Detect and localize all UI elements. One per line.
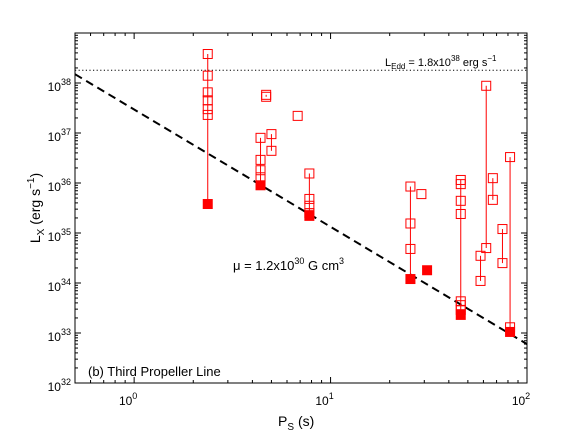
- propeller-line: [74, 73, 528, 345]
- open-square-marker: [255, 165, 266, 176]
- source-group: [292, 110, 303, 121]
- filled-square-marker: [505, 326, 516, 337]
- x-tick-label: 102: [512, 391, 530, 408]
- y-tick-label: 1036: [48, 177, 71, 194]
- open-square-marker: [202, 104, 213, 115]
- open-square-marker: [304, 168, 315, 179]
- eddington-label: LEdd = 1.8x1038 erg s−1: [385, 54, 497, 71]
- y-tick-label: 1033: [48, 327, 71, 344]
- open-square-marker: [255, 132, 266, 143]
- open-square-marker: [497, 258, 508, 269]
- source-group: [497, 224, 508, 269]
- open-square-marker: [202, 109, 213, 120]
- open-square-marker: [455, 195, 466, 206]
- open-square-marker: [261, 91, 272, 102]
- axis-ticks: [74, 32, 528, 384]
- filled-square-marker: [304, 210, 315, 221]
- source-group: [475, 250, 486, 286]
- filled-square-marker: [455, 309, 466, 320]
- source-group: [505, 152, 516, 337]
- open-square-marker: [416, 189, 427, 200]
- open-square-marker: [304, 193, 315, 204]
- source-group: [487, 173, 498, 205]
- y-tick-label: 1032: [48, 377, 71, 394]
- open-square-marker: [481, 80, 492, 91]
- source-group: [202, 49, 213, 210]
- source-group: [416, 189, 427, 200]
- open-square-marker: [304, 200, 315, 211]
- filled-square-marker: [255, 180, 266, 191]
- open-square-marker: [455, 179, 466, 190]
- open-square-marker: [487, 194, 498, 205]
- data-series: [202, 49, 516, 337]
- filled-square-marker: [202, 199, 213, 210]
- filled-square-marker: [405, 274, 416, 285]
- open-square-marker: [266, 129, 277, 140]
- open-square-marker: [405, 243, 416, 254]
- filled-square-marker: [422, 265, 433, 276]
- y-tick-label: 1037: [48, 127, 71, 144]
- axis-tick-labels: 100 101 102 1032 1033 1034 1035 1036 1037 1038: [48, 77, 531, 408]
- x-tick-label: 100: [119, 391, 137, 408]
- y-tick-label: 1038: [48, 77, 71, 94]
- y-tick-label: 1034: [48, 277, 71, 294]
- open-square-marker: [475, 250, 486, 261]
- open-square-marker: [475, 275, 486, 286]
- open-square-marker: [266, 145, 277, 156]
- open-square-marker: [202, 87, 213, 98]
- open-square-marker: [505, 152, 516, 163]
- open-square-marker: [455, 208, 466, 219]
- source-group: [261, 89, 272, 102]
- open-square-marker: [202, 49, 213, 60]
- x-axis-label: PS (s): [278, 413, 314, 433]
- y-axis-label: LX(erg s−1): [26, 173, 47, 243]
- y-tick-label: 1035: [48, 227, 71, 244]
- panel-label: (b) Third Propeller Line: [88, 364, 221, 379]
- source-group: [304, 168, 315, 221]
- source-group: [255, 132, 266, 191]
- propeller-dashed-line: [74, 73, 528, 345]
- open-square-marker: [202, 70, 213, 81]
- open-square-marker: [481, 243, 492, 254]
- source-group: [266, 129, 277, 156]
- source-group: [455, 174, 466, 320]
- x-tick-label: 101: [315, 391, 333, 408]
- open-square-marker: [487, 173, 498, 184]
- plot-frame: [74, 32, 528, 384]
- source-group: [405, 181, 416, 285]
- open-square-marker: [405, 218, 416, 229]
- source-group: [422, 265, 433, 276]
- source-group: [481, 80, 492, 254]
- propeller-line-label: μ = 1.2x1030 G cm3: [233, 256, 344, 273]
- open-square-marker: [292, 110, 303, 121]
- open-square-marker: [497, 224, 508, 235]
- open-square-marker: [405, 181, 416, 192]
- open-square-marker: [255, 154, 266, 165]
